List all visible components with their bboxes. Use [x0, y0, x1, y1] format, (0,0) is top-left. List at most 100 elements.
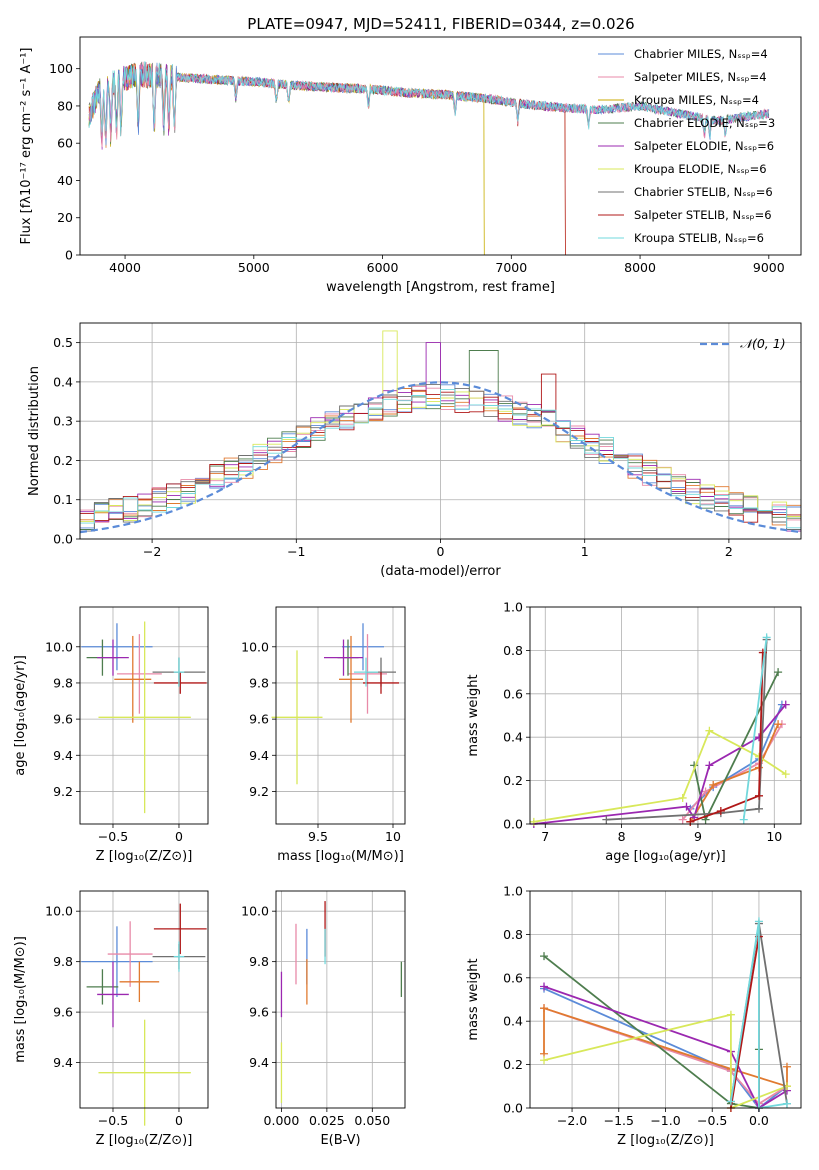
mass-weight-marker-chab_stelib [602, 815, 611, 824]
x-tick-label: 0.025 [309, 1113, 345, 1128]
mass-weight-line-salp_elodie [543, 985, 788, 1110]
legend-label: Kroupa MILES, Nₛₛₚ=4 [634, 93, 759, 107]
y-tick-label: 0.2 [53, 453, 73, 468]
spectrum-series-orange [88, 62, 566, 255]
y-tick-label: 10.0 [241, 904, 269, 919]
x-tick-label: 0.000 [264, 1113, 300, 1128]
mass-weight-marker-salp_elodie [540, 982, 549, 991]
y-tick-label: 9.6 [249, 1005, 269, 1020]
y-tick-label: 60 [57, 136, 73, 151]
y-tick-label: 1.0 [503, 884, 523, 899]
axes-frame [79, 36, 802, 256]
mass-weight-marker-salp_miles [678, 815, 687, 824]
x-tick-label: −1.5 [604, 1113, 634, 1128]
x-tick-label: 10 [385, 829, 401, 844]
y-tick-label: 9.6 [249, 712, 269, 727]
x-tick-label: 7000 [495, 260, 527, 275]
y-tick-label: 0.8 [503, 927, 523, 942]
y-tick-label: 20 [57, 210, 73, 225]
mass-weight-line-salp_miles [543, 1007, 788, 1105]
y-tick-label: 9.8 [53, 954, 73, 969]
mass-weight-marker-salp_stelib [686, 817, 695, 826]
y-tick-label: 0 [65, 248, 73, 263]
y-tick-label: 9.4 [249, 1055, 269, 1070]
x-tick-label: −1.0 [650, 1113, 680, 1128]
y-tick-label: 0.4 [503, 1014, 523, 1029]
y-axis-label: Normed distribution [27, 366, 42, 496]
gaussian-legend-label: 𝒩(0, 1) [740, 336, 786, 351]
legend-label: Kroupa STELIB, Nₛₛₚ=6 [634, 231, 764, 245]
legend-label: Salpeter ELODIE, Nₛₛₚ=6 [634, 139, 774, 153]
y-tick-label: 80 [57, 98, 73, 113]
y-tick-label: 9.6 [53, 712, 73, 727]
hist-lines [80, 330, 801, 534]
mass-weight-marker-krou_elodie [540, 1056, 549, 1065]
mass-weight-line-chab_stelib [606, 639, 768, 821]
mass-weight-marker-salp_elodie [781, 700, 790, 709]
spectrum-series-salp_miles [88, 61, 770, 147]
mass-weight-marker-salp_elodie [682, 802, 691, 811]
mass-weight-marker-krou_stelib [762, 633, 771, 642]
mass-weight-marker-orange [709, 780, 718, 789]
y-tick-label: 9.8 [249, 954, 269, 969]
x-tick-label: 1 [581, 544, 589, 559]
mass-weight-line-salp_stelib [730, 936, 760, 1109]
x-axis-label: (data-model)/error [380, 564, 501, 579]
mass-weight-line-krou_stelib [742, 637, 768, 820]
mass-weight-vs-age-panel: 7 8 9 10 0.0 0.2 0.4 0.6 0.8 1.0 age [log₁₀(age/yr… [466, 600, 802, 864]
spectrum-series-krou_stelib [88, 61, 769, 139]
y-axis-label: mass [log₁₀(M/M⊙)] [13, 936, 28, 1063]
spectrum-series-salp_stelib [88, 63, 566, 255]
y-tick-label: 1.0 [503, 600, 523, 615]
axes-frame [275, 606, 406, 825]
mass-weight-marker-krou_stelib [754, 917, 763, 926]
residual-panel: −2 −1 0 1 2 0.0 0.1 0.2 0.3 0.4 0.5 (data-model)/er… [27, 322, 802, 579]
y-tick-label: 9.2 [249, 784, 269, 799]
x-axis-label: Z [log₁₀(Z/Z⊙)] [96, 1133, 193, 1148]
legend-label: Salpeter STELIB, Nₛₛₚ=6 [634, 208, 772, 222]
mass-weight-line-salp_elodie [533, 704, 787, 825]
x-tick-label: −0.5 [98, 829, 128, 844]
legend-label: Chabrier STELIB, Nₛₛₚ=6 [634, 185, 773, 199]
x-tick-label: 0 [437, 544, 445, 559]
hist-series-krou_stelib [80, 388, 801, 530]
y-tick-label: 0.4 [53, 374, 73, 389]
y-tick-label: 9.8 [53, 675, 73, 690]
x-tick-label: 7 [541, 829, 549, 844]
y-axis-label: Flux [fλ10⁻¹⁷ erg cm⁻² s⁻¹ A⁻¹] [19, 48, 34, 245]
y-axis-label: age [log₁₀(age/yr)] [13, 655, 28, 776]
x-tick-label: −0.5 [98, 1113, 128, 1128]
mass-weight-marker-salp_stelib [716, 806, 725, 815]
mass-weight-marker-krou_stelib [739, 815, 748, 824]
y-tick-label: 0.0 [503, 1101, 523, 1116]
legend-label: Chabrier ELODIE, Nₛₛₚ=3 [634, 116, 775, 130]
mass-weight-vs-z-panel: −2.0 −1.5 −1.0 −0.5 0.0 0.0 0.2 0.4 0.6 0.8 1.0 Z [… [466, 884, 802, 1148]
y-tick-label: 0.2 [503, 1057, 523, 1072]
age-vs-z-panel: −0.5 0 9.2 9.4 9.6 9.8 10.0 Z [log₁₀(Z/Z⊙)] age … [13, 606, 209, 864]
x-tick-label: 9 [694, 829, 702, 844]
y-tick-label: 0.4 [503, 730, 523, 745]
gaussian-curve [80, 381, 801, 534]
mass-weight-marker-krou_elodie [529, 817, 538, 826]
y-tick-label: 0.3 [53, 414, 73, 429]
figure-title: PLATE=0947, MJD=52411, FIBERID=0344, z=0… [247, 15, 634, 33]
x-tick-label: 9.5 [308, 829, 328, 844]
y-tick-label: 10.0 [45, 904, 73, 919]
y-tick-label: 0.6 [503, 970, 523, 985]
legend-label: Chabrier MILES, Nₛₛₚ=4 [634, 47, 768, 61]
y-tick-label: 9.6 [53, 1005, 73, 1020]
mass-weight-marker-orange [782, 1062, 791, 1071]
x-axis-label: wavelength [Angstrom, rest frame] [326, 280, 555, 295]
mass-weight-line-krou_stelib [730, 921, 788, 1110]
y-tick-label: 0.5 [53, 335, 73, 350]
y-tick-label: 9.4 [53, 748, 73, 763]
x-tick-label: 4000 [109, 260, 141, 275]
mass-weight-marker-chab_elodie [540, 952, 549, 961]
x-axis-label: Z [log₁₀(Z/Z⊙)] [617, 1133, 714, 1148]
x-tick-label: 8000 [624, 260, 656, 275]
y-tick-label: 100 [49, 61, 73, 76]
y-axis-label: mass weight [466, 674, 481, 756]
x-tick-label: 9000 [753, 260, 785, 275]
mass-weight-marker-orange [774, 720, 783, 729]
